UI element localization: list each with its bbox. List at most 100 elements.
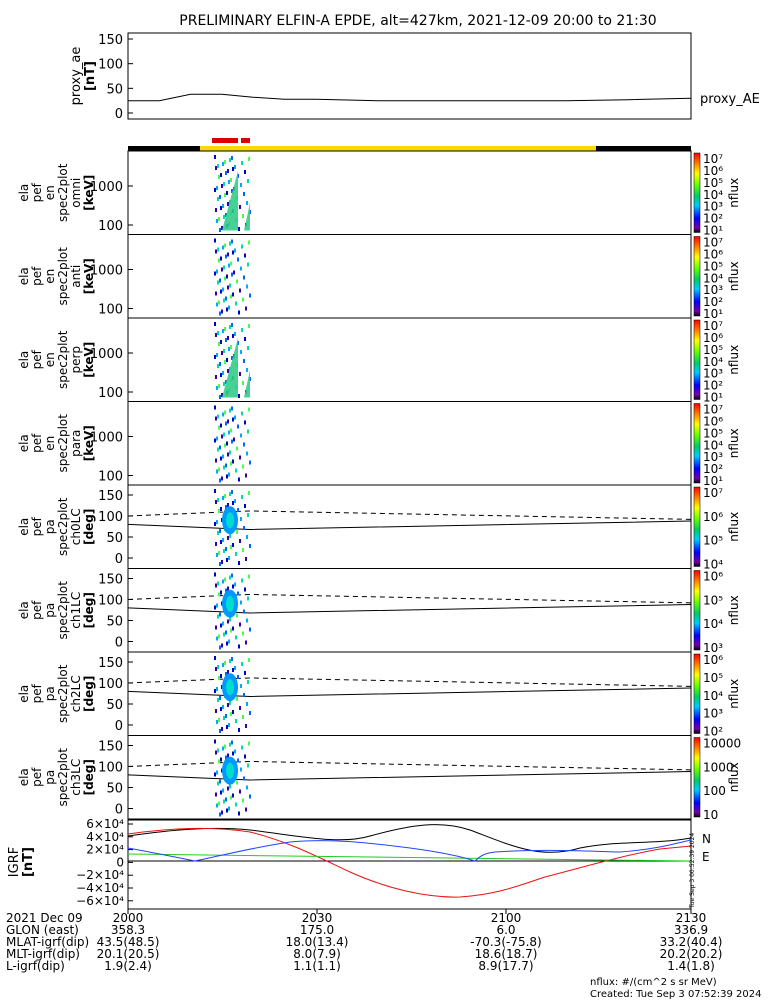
spectrogram-pixel [238, 728, 240, 732]
panel-ytick-label: 100 [98, 761, 123, 776]
footer-row-label: L-igrf(dip) [6, 959, 65, 973]
spectrogram-pixel [227, 285, 229, 290]
colorbar-tick-label: 100 [703, 784, 726, 798]
spectrogram-pixel [249, 627, 251, 632]
spectrogram-pixel [216, 803, 218, 808]
panel-ylabel-word: en [43, 269, 57, 284]
spectrogram-data [214, 405, 251, 483]
spectrogram-pixel [231, 272, 233, 277]
panel-ylabel-word: para [69, 430, 83, 457]
spectrogram-pixel [221, 643, 223, 648]
spectrogram-pixel [214, 489, 216, 493]
footer-value: 8.9(17.7) [478, 959, 533, 973]
spectrogram-pixel [224, 744, 226, 749]
igrf-ytick-label: 2×10⁴ [86, 843, 124, 857]
spectrogram-pixel [221, 560, 223, 564]
panel-ylabel-word: spec2plot [56, 330, 70, 389]
colorbar-tick-label: 10⁵ [703, 534, 723, 548]
spectrogram-pixel [221, 434, 223, 439]
spectrogram-pixel [227, 419, 229, 424]
spectrogram-pixel [221, 226, 223, 230]
spectrogram-pixel [230, 461, 232, 466]
footer-row-label: MLAT-igrf(dip) [6, 935, 89, 949]
panel-ylabel-word: en [43, 185, 57, 200]
spectrogram-pixel [230, 261, 232, 266]
spectrogram-pixel [218, 425, 220, 430]
spectrogram-pixel [224, 243, 226, 248]
spectrogram-pixel [248, 658, 250, 662]
spectrogram-pixel [235, 468, 237, 473]
footer-value: 1.9(2.4) [104, 959, 152, 973]
spectrogram-pixel [215, 625, 217, 630]
spectrogram-pixel [246, 284, 248, 289]
spectrogram-pixel [222, 496, 224, 500]
footer-value: 20.1(20.5) [97, 947, 160, 961]
spectrogram-pixel [228, 723, 230, 727]
proxy-ae-ytick-label: 100 [98, 58, 123, 73]
spectrogram-panel-1: ela pef en spec2plot anti [keV]1000 100 [17, 234, 692, 319]
spectrogram-pixel [215, 792, 217, 797]
spectrogram-pixel [215, 375, 217, 379]
spectrogram-pixel [225, 797, 227, 802]
spectrogram-panel-0: ela pef en spec2plot omni [keV]1000 100 [17, 150, 692, 235]
colorbar-tick-label: 10000 [703, 737, 741, 751]
loss-cone-line [127, 604, 692, 614]
spectrogram-pixel [227, 202, 229, 206]
igrf-total-field-line [127, 824, 692, 853]
igrf-frame [127, 819, 692, 910]
orbit-bar-yellow [200, 146, 596, 151]
spectrogram-pixel [245, 724, 247, 728]
spectrogram-pixel [223, 215, 225, 219]
colorbar-tick-label: 10² [703, 462, 723, 476]
spectrogram-pixel [222, 412, 224, 417]
spectrogram-pixel [225, 714, 227, 718]
spectrogram-pixel [219, 562, 221, 566]
spectrogram-pixel [214, 188, 216, 192]
spectrogram-pixel [214, 438, 216, 443]
spectrogram-pixel [235, 301, 237, 306]
spectrogram-pixel [216, 436, 218, 441]
spectrogram-pixel [222, 788, 224, 793]
spectrogram-pixel [221, 518, 223, 522]
spectrogram-pixel [241, 161, 243, 165]
spectrogram-pixel [249, 711, 251, 715]
colorbar-tick-label: 10¹ [703, 474, 723, 488]
spectrogram-pixel [236, 279, 238, 284]
spectrogram-pixel [239, 372, 241, 376]
spectrogram-pixel [222, 663, 224, 667]
spectrogram-pixel [239, 789, 241, 794]
spectrogram-pixel [238, 644, 240, 649]
spectrogram-pixel [223, 182, 225, 186]
proxy-ae-ylabel-line2: [nT] [83, 61, 98, 91]
colorbar-tick-label: 10⁴ [703, 558, 723, 572]
spectrogram-pixel [248, 407, 250, 412]
spectrogram-pixel [243, 275, 245, 280]
colorbar-5: 10⁶ 10⁵ 10⁴ 10³ nflux [693, 570, 741, 655]
panel-ytick-label: 100 [98, 470, 123, 485]
footer-row-label: MLT-igrf(dip) [6, 947, 80, 961]
spectrogram-pixel [222, 162, 224, 166]
footer-row-label: GLON (east) [6, 923, 79, 937]
loss-cone-line [127, 520, 692, 530]
spectrogram-pixel [234, 666, 236, 670]
spectrogram-pixel [231, 239, 233, 244]
spectrogram-pixel [222, 579, 224, 584]
spectrogram-pixel [221, 351, 223, 355]
spectrogram-pixel [230, 178, 232, 182]
footer-value: 18.6(18.7) [475, 947, 538, 961]
spectrogram-pixel [244, 420, 246, 425]
spectrogram-pixel [231, 156, 233, 160]
spectrogram-pixel [242, 548, 244, 552]
panel-ytick-label: 100 [98, 303, 123, 318]
spectrogram-pixel [234, 165, 236, 169]
pitch-angle-feature-core [226, 679, 234, 696]
colorbar-tick-label: 10³ [703, 367, 723, 381]
spectrogram-pixel [246, 201, 248, 205]
spectrogram-pixel [230, 294, 232, 299]
spectrogram-pixel [228, 263, 230, 268]
spectrogram-pixel [218, 258, 220, 263]
spectrogram-pixel [226, 725, 228, 729]
spectrogram-pixel [221, 393, 223, 397]
spectrogram-pixel [234, 332, 236, 336]
